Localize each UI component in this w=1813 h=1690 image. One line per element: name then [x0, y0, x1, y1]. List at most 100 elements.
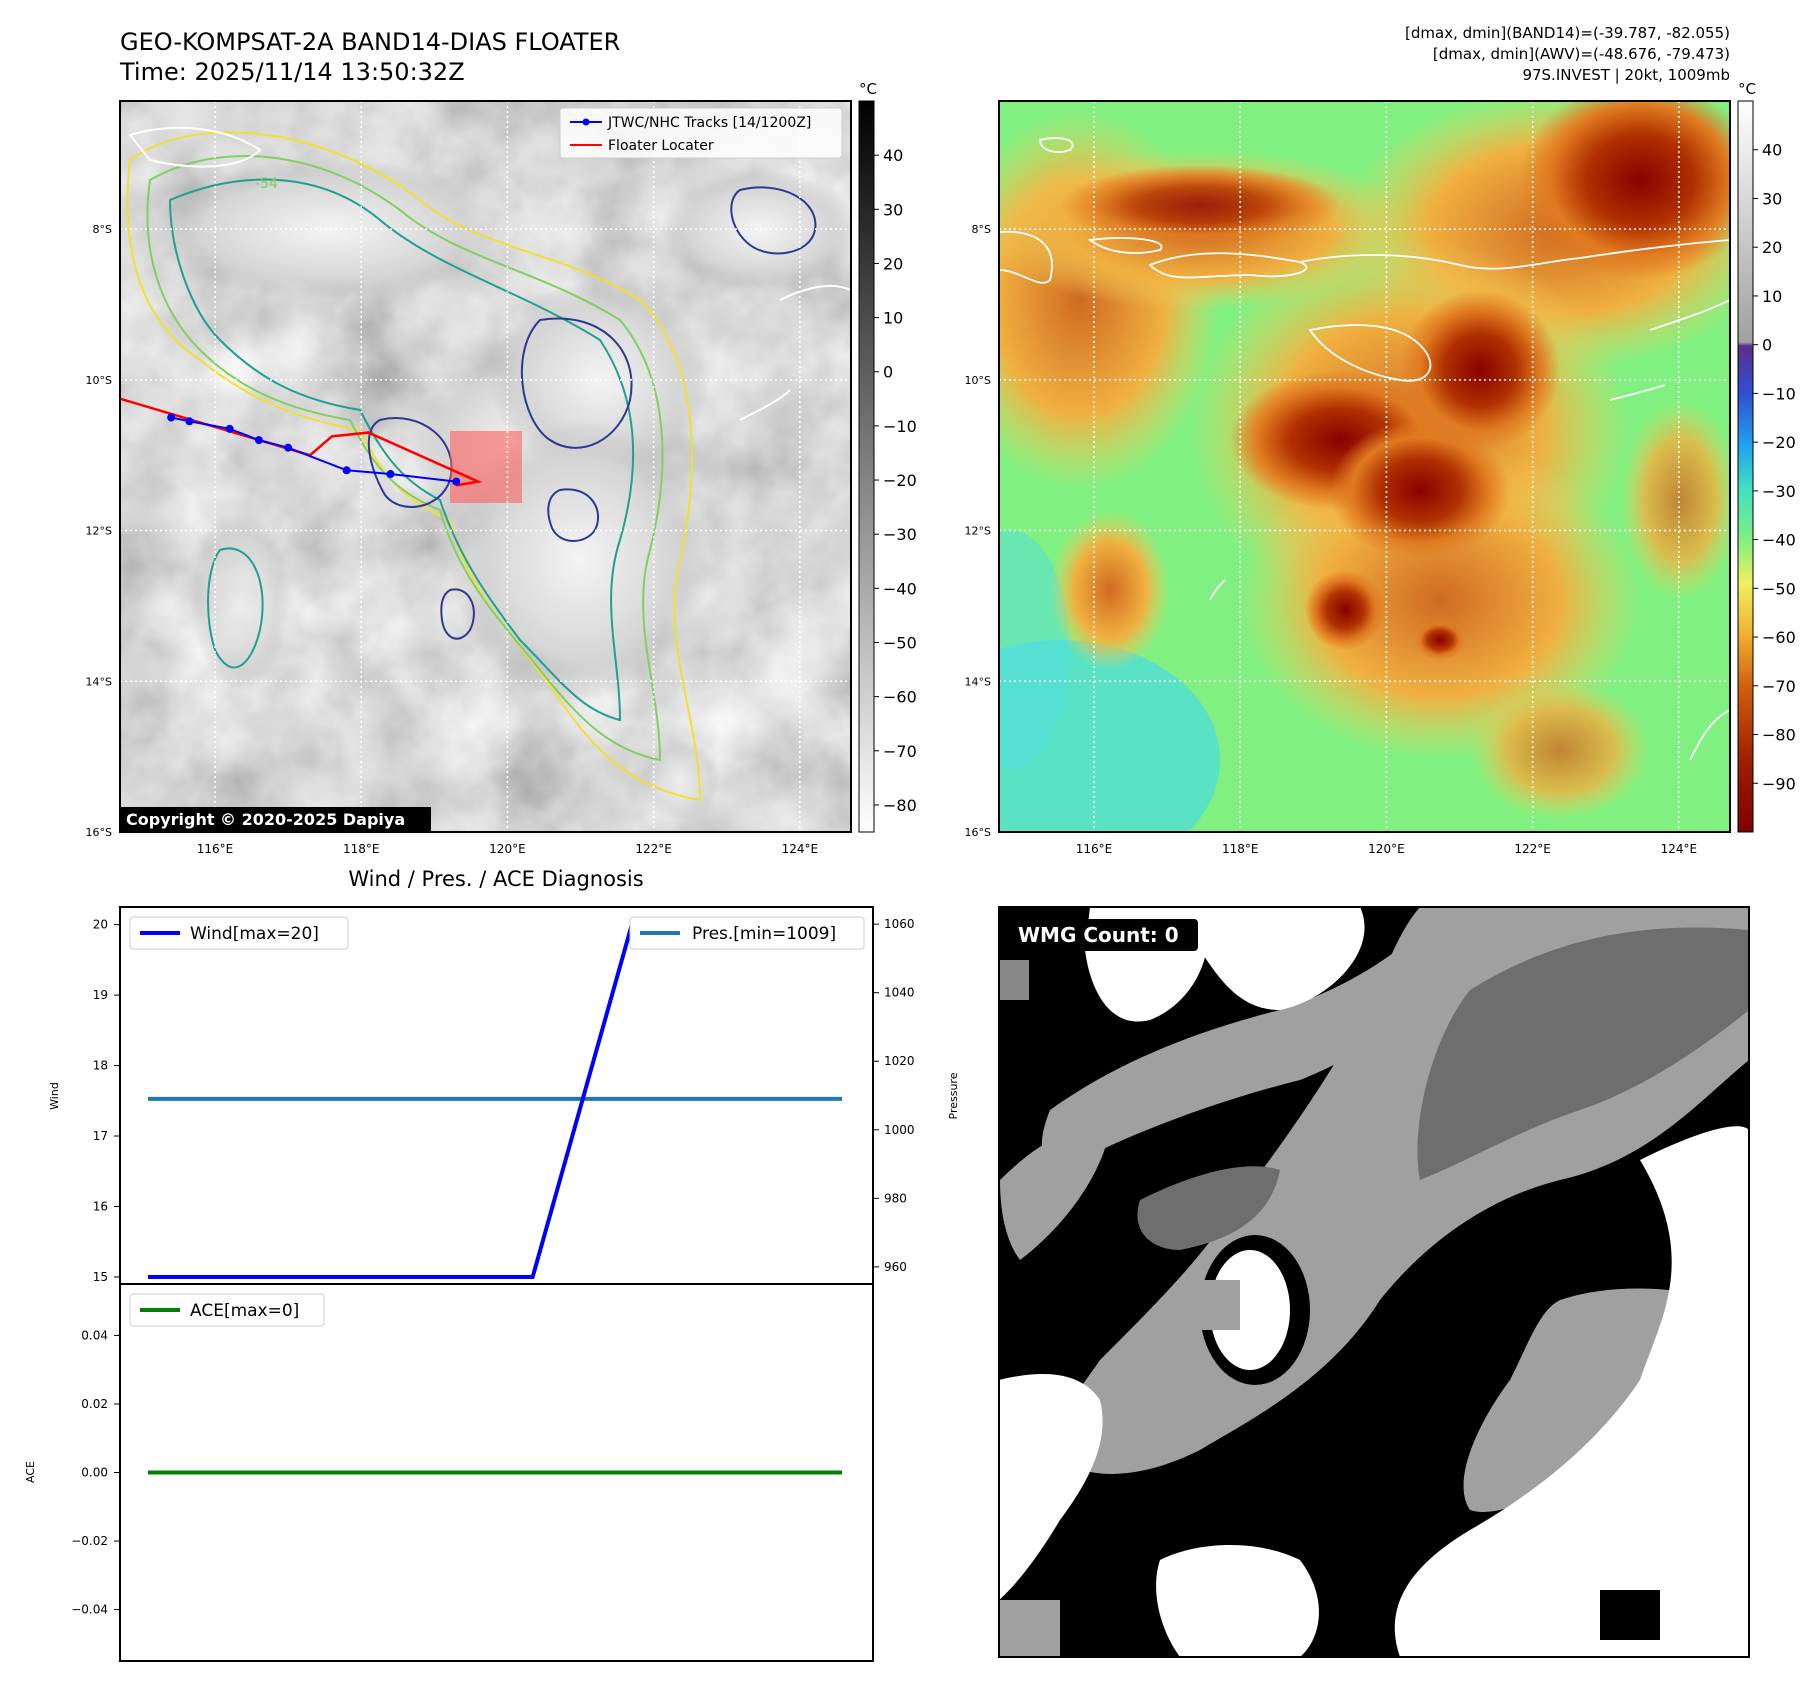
colorbar-tick-label: −30: [1762, 482, 1796, 501]
wv-lat-label: 8°S: [972, 223, 991, 236]
pressure-tick-label: 1020: [884, 1054, 915, 1068]
ir-lon-label: 124°E: [782, 842, 819, 856]
track-point: [254, 436, 263, 445]
colorbar-tick-label: −80: [1762, 726, 1796, 745]
wind-tick-label: 19: [93, 988, 108, 1002]
diagnosis-title: Wind / Pres. / ACE Diagnosis: [348, 867, 643, 891]
colorbar-tick-label: −20: [1762, 433, 1796, 452]
wind-legend: Wind[max=20]: [129, 916, 349, 950]
wv-colorbar: [1737, 100, 1754, 833]
wv-lat-label: 14°S: [965, 675, 991, 688]
ir-lon-labels: 116°E 118°E 120°E 122°E 124°E: [197, 842, 818, 856]
ace-tick-label: 0.04: [81, 1328, 108, 1342]
ace-panel: 0.04 0.02 0.00 −0.02 −0.04 ACE ACE[max=0]: [24, 1283, 874, 1662]
ir-map-frame: [119, 100, 852, 833]
ace-legend: ACE[max=0]: [129, 1293, 325, 1327]
legend-pressure: Pres.[min=1009]: [692, 924, 836, 944]
pressure-tick-label: 1000: [884, 1123, 915, 1137]
colorbar-tick-label: 40: [883, 146, 903, 165]
wv-lat-label: 12°S: [965, 525, 991, 538]
colorbar-tick-label: −90: [1762, 774, 1796, 793]
colorbar-tick-label: −50: [1762, 579, 1796, 598]
wv-lon-label: 116°E: [1076, 842, 1113, 856]
jtwc-track-line: [170, 416, 457, 483]
legend-track: JTWC/NHC Tracks [14/1200Z]: [607, 115, 811, 131]
stats-line2: [dmax, dmin](AWV)=(-48.676, -79.473): [1433, 45, 1730, 63]
colorbar-tick-label: −60: [883, 688, 917, 707]
wv-lat-label: 16°S: [965, 826, 991, 839]
track-point: [225, 424, 234, 433]
colorbar-tick-label: −30: [883, 525, 917, 544]
colorbar-tick-label: −20: [883, 471, 917, 490]
wv-lon-label: 122°E: [1514, 842, 1551, 856]
jtwc-track-points: [167, 413, 461, 486]
colorbar-tick-label: 10: [1762, 287, 1782, 306]
ace-axis-ticks: 0.04 0.02 0.00 −0.02 −0.04: [71, 1328, 120, 1617]
colorbar-tick-label: 10: [883, 309, 903, 328]
colorbar-tick-label: 30: [883, 200, 903, 219]
colorbar-tick-label: −60: [1762, 628, 1796, 647]
track-point: [342, 466, 351, 475]
colorbar-tick-label: 40: [1762, 141, 1782, 160]
wv-lat-label: 10°S: [965, 374, 991, 387]
stats-line3: 97S.INVEST | 20kt, 1009mb: [1522, 66, 1730, 84]
legend-wind: Wind[max=20]: [190, 924, 319, 944]
stats-line1: [dmax, dmin](BAND14)=(-39.787, -82.055): [1405, 24, 1730, 42]
ace-tick-label: −0.02: [71, 1534, 108, 1548]
ir-lon-label: 120°E: [489, 842, 526, 856]
wv-lat-labels: 8°S 10°S 12°S 14°S 16°S: [965, 223, 991, 839]
wind-tick-label: 18: [93, 1059, 108, 1073]
colorbar-tick-label: 20: [883, 254, 903, 273]
track-point: [284, 443, 293, 452]
wv-colorbar-ticks: 40 30 20 10 0 −10 −20 −30 −40 −50 −60 −70 −80 −90: [1753, 141, 1796, 793]
pressure-legend: Pres.[min=1009]: [629, 916, 865, 950]
wmg-frame: [998, 906, 1750, 1658]
wind-axis-ticks: 20 19 18 17 16 15: [93, 918, 120, 1284]
ir-lat-label: 14°S: [86, 675, 112, 688]
colorbar-tick-label: −70: [883, 742, 917, 761]
ace-tick-label: 0.02: [81, 1397, 108, 1411]
figure-title-line1: GEO-KOMPSAT-2A BAND14-DIAS FLOATER: [120, 28, 620, 56]
legend-ace: ACE[max=0]: [190, 1301, 299, 1321]
ace-axis-label: ACE: [24, 1461, 37, 1483]
ir-colorbar-unit: °C: [859, 80, 877, 98]
colorbar-tick-label: −50: [883, 633, 917, 652]
track-point: [167, 413, 176, 422]
wv-coastlines: [999, 137, 1730, 761]
wind-tick-label: 17: [93, 1129, 108, 1143]
ir-lon-label: 118°E: [343, 842, 380, 856]
wv-moisture-field: [999, 101, 1730, 832]
pressure-tick-label: 960: [884, 1260, 907, 1274]
wind-tick-label: 16: [93, 1199, 108, 1213]
wv-lon-label: 124°E: [1661, 842, 1698, 856]
ir-lon-label: 116°E: [197, 842, 234, 856]
wv-colorbar-unit: °C: [1738, 80, 1756, 98]
colorbar-tick-label: −10: [1762, 384, 1796, 403]
wmg-pixel-regions: [999, 907, 1749, 1657]
wmg-panel: WMG Count: 0: [998, 906, 1750, 1658]
ir-contour-label: -54: [255, 176, 278, 192]
wind-tick-label: 15: [93, 1270, 108, 1284]
ace-tick-label: −0.04: [71, 1603, 108, 1617]
wind-tick-label: 20: [93, 918, 108, 932]
colorbar-tick-label: 0: [883, 363, 893, 382]
wv-map-frame: [998, 100, 1731, 833]
pressure-axis-label: Pressure: [947, 1072, 960, 1119]
ir-colorbar-ticks: 40 30 20 10 0 −10 −20 −30 −40 −50 −60 −70 −80: [874, 146, 917, 815]
colorbar-tick-label: 20: [1762, 238, 1782, 257]
wmg-count-label: WMG Count: 0: [1018, 923, 1179, 947]
ir-contours: [126, 126, 851, 802]
wv-lon-label: 120°E: [1368, 842, 1405, 856]
wind-pressure-frame: [119, 906, 874, 1285]
wv-lon-label: 118°E: [1222, 842, 1259, 856]
ir-lat-label: 16°S: [86, 826, 112, 839]
colorbar-tick-label: 0: [1762, 336, 1772, 355]
track-point: [185, 417, 194, 426]
wv-map-panel: 8°S 10°S 12°S 14°S 16°S 116°E 118°E 120°E 122°E…: [965, 80, 1796, 856]
colorbar-tick-label: −10: [883, 417, 917, 436]
copyright-box: [121, 807, 431, 831]
copyright-text: Copyright © 2020-2025 Dapiya: [126, 810, 405, 829]
colorbar-tick-label: −70: [1762, 677, 1796, 696]
track-point: [452, 477, 461, 486]
ir-map-panel: -54 8°S10°S12°S14°S16°S 116°E 118°E 120°E 1…: [86, 80, 917, 856]
